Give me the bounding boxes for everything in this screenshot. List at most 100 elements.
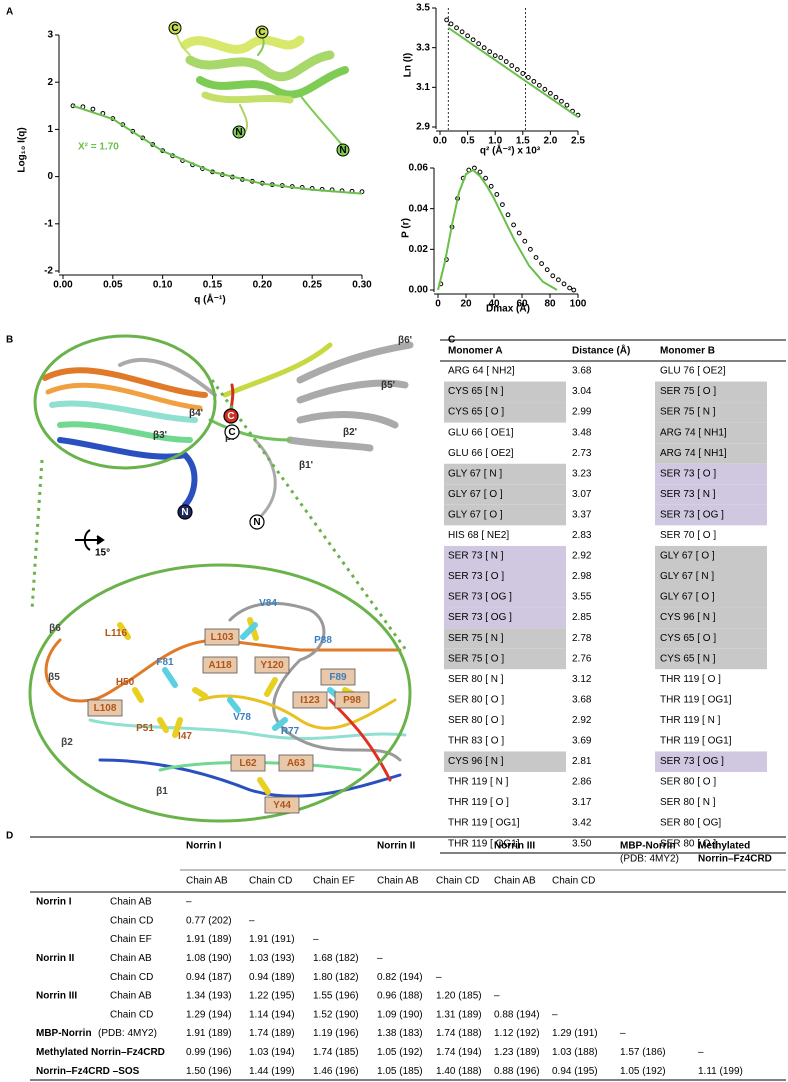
table-cell: 2.98: [572, 571, 592, 582]
protein-cartoon-a: [176, 34, 349, 146]
table-cell: 1.40 (188): [436, 1066, 482, 1077]
terminus-marker: [223, 408, 239, 424]
table-cell: 3.23: [572, 468, 592, 479]
data-point: [492, 53, 498, 58]
column-group: Methylated: [698, 841, 750, 852]
rotation-arrow: [75, 529, 105, 551]
row-group: Methylated Norrin–Fz4CRD: [36, 1047, 165, 1058]
table-cell: –: [436, 972, 442, 983]
zoom-connector: [30, 459, 44, 611]
data-point: [564, 102, 570, 108]
y-axis-title: P (r): [401, 218, 412, 238]
table-cell: –: [186, 897, 192, 908]
residue-label: P98: [343, 695, 361, 706]
table-cell: SER 75 [ N ]: [660, 407, 716, 418]
table-cell: 1.38 (183): [377, 1028, 423, 1039]
structure-label: N: [253, 517, 260, 528]
cell-shade: [444, 587, 566, 608]
table-cell: SER 73 [ O ]: [448, 571, 504, 582]
table-cell: 1.50 (196): [186, 1066, 232, 1077]
table-cell: GLU 66 [ OE2]: [448, 448, 514, 459]
y-tick-label: 0.06: [409, 163, 429, 174]
terminus-marker: [255, 25, 269, 39]
table-cell: SER 73 [ O ]: [660, 468, 716, 479]
table-cell: 3.55: [572, 592, 592, 603]
table-cell: CYS 96 [ N ]: [660, 612, 716, 623]
table-cell: THR 119 [ OG1]: [448, 818, 520, 829]
table-cell: 1.44 (199): [249, 1066, 295, 1077]
x-tick-label: 1.0: [488, 136, 502, 147]
cell-shade: [444, 545, 566, 567]
residue-label: I123: [300, 695, 320, 706]
residue-label: L62: [239, 758, 257, 769]
panel-label: A: [6, 7, 13, 18]
column-chain: Chain AB: [494, 876, 536, 887]
data-point: [359, 189, 365, 195]
x-axis-title: Dmax (Å): [486, 302, 530, 315]
cell-shade: [444, 607, 566, 629]
row-note: (PDB: 4MY2): [98, 1028, 157, 1039]
table-cell: 1.57 (186): [620, 1047, 666, 1058]
row-group: MBP-Norrin: [36, 1028, 92, 1039]
structure-label: β5': [381, 380, 395, 391]
data-point: [483, 175, 489, 181]
row-chain: Chain CD: [110, 972, 153, 983]
table-cell: –: [620, 1028, 626, 1039]
y-tick-label: 3.5: [416, 3, 430, 14]
residue-box: [320, 668, 356, 686]
structure-label: β2': [343, 427, 357, 438]
cell-shade: [655, 607, 767, 629]
table-cell: –: [377, 953, 383, 964]
x-tick-label: 0.30: [352, 280, 372, 291]
table-cell: 1.29 (191): [552, 1028, 598, 1039]
data-point: [470, 37, 476, 43]
strand-label: β2: [61, 737, 73, 748]
table-cell: GLY 67 [ N ]: [660, 571, 714, 582]
table-cell: GLU 76 [ OE2]: [660, 366, 726, 377]
data-point: [509, 63, 515, 68]
y-tick-label: -2: [44, 266, 53, 277]
data-point: [548, 90, 553, 96]
table-cell: SER 80 [ N ]: [660, 797, 716, 808]
fit-annotation: X² = 1.70: [78, 142, 119, 153]
table-cell: 2.73: [572, 448, 592, 459]
y-tick-label: 0.04: [409, 203, 429, 214]
table-cell: 1.34 (193): [186, 991, 232, 1002]
data-point: [516, 230, 522, 236]
table-cell: THR 83 [ O ]: [448, 736, 504, 747]
table-cell: SER 75 [ O ]: [660, 386, 716, 397]
residue-label: I47: [178, 731, 192, 742]
x-tick-label: 0.20: [253, 280, 273, 291]
table-cell: SER 73 [ N ]: [448, 551, 504, 562]
table-cell: 0.94 (189): [249, 972, 295, 983]
table-cell: –: [313, 934, 319, 945]
cell-shade: [655, 504, 767, 526]
table-cell: –: [249, 915, 255, 926]
row-group: Norrin–Fz4CRD –SOS: [36, 1066, 140, 1077]
table-cell: THR 119 [ OG1]: [448, 838, 520, 849]
cell-shade: [444, 402, 566, 423]
residue-label: L103: [211, 632, 234, 643]
table-cell: GLY 67 [ N ]: [448, 468, 502, 479]
y-axis-title: Ln (I): [403, 53, 414, 77]
table-cell: 1.08 (190): [186, 953, 232, 964]
table-cell: SER 73 [ OG ]: [448, 592, 512, 603]
table-cell: CYS 65 [ N ]: [448, 386, 504, 397]
residue-label: R77: [281, 726, 300, 737]
table-cell: 1.03 (188): [552, 1047, 598, 1058]
table-cell: ARG 74 [ NH1]: [660, 448, 727, 459]
panel-label: B: [6, 335, 13, 346]
residue-label: F81: [156, 657, 174, 668]
table-cell: 1.91 (189): [186, 1028, 232, 1039]
residue-label: P51: [136, 723, 154, 734]
table-cell: 1.23 (189): [494, 1047, 540, 1058]
y-tick-label: 2: [47, 77, 53, 88]
table-cell: 0.96 (188): [377, 991, 423, 1002]
table-cell: 3.68: [572, 366, 592, 377]
x-tick-label: 0.25: [302, 280, 322, 291]
row-chain: Chain AB: [110, 991, 152, 1002]
column-group: MBP-Norrin: [620, 841, 676, 852]
table-cell: 3.17: [572, 797, 592, 808]
column-group: Norrin III: [494, 841, 535, 852]
strand-label: β5: [48, 672, 60, 683]
